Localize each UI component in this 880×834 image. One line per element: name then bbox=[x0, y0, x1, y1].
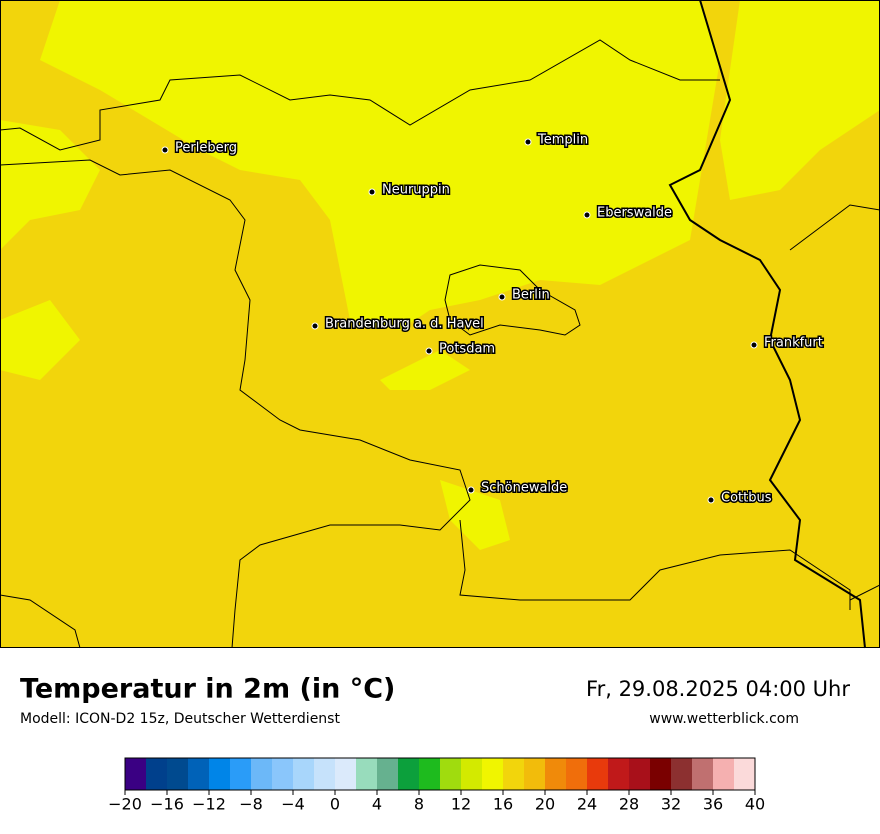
city-label: Perleberg bbox=[175, 141, 237, 156]
tick-label: 28 bbox=[619, 795, 639, 814]
city-dot bbox=[161, 146, 169, 154]
tick-label: 40 bbox=[745, 795, 765, 814]
color-swatch bbox=[335, 758, 357, 790]
color-swatch bbox=[146, 758, 168, 790]
color-swatch bbox=[314, 758, 336, 790]
tick-label: −20 bbox=[108, 795, 142, 814]
tick-label: 24 bbox=[577, 795, 597, 814]
city-label: Templin bbox=[537, 133, 588, 148]
color-swatch bbox=[188, 758, 210, 790]
city-dot bbox=[467, 486, 475, 494]
tick-label: 0 bbox=[330, 795, 340, 814]
color-swatch bbox=[524, 758, 546, 790]
website: www.wetterblick.com bbox=[649, 711, 799, 727]
color-swatch bbox=[293, 758, 315, 790]
tick-label: 8 bbox=[414, 795, 424, 814]
city-dot bbox=[524, 138, 532, 146]
city-dot bbox=[750, 341, 758, 349]
datetime: Fr, 29.08.2025 04:00 Uhr bbox=[586, 677, 850, 701]
national-border bbox=[668, 0, 866, 649]
color-swatch bbox=[440, 758, 462, 790]
tick-label: −8 bbox=[239, 795, 263, 814]
color-swatch bbox=[650, 758, 672, 790]
color-swatch bbox=[545, 758, 567, 790]
colorbar-frame bbox=[124, 757, 756, 791]
colorbar: −20 −16 −12 −8 −4 0 4 8 12 16 20 24 28 32 36 40 bbox=[108, 757, 765, 814]
title: Temperatur in 2m (in °C) bbox=[20, 674, 395, 705]
city-label: Schönewalde bbox=[481, 481, 567, 496]
color-swatch bbox=[587, 758, 609, 790]
tick-label: 16 bbox=[493, 795, 513, 814]
color-swatch bbox=[356, 758, 378, 790]
city-label: Potsdam bbox=[439, 342, 495, 357]
city-dot bbox=[707, 496, 715, 504]
city-dot bbox=[368, 188, 376, 196]
city-label: Brandenburg a. d. Havel bbox=[325, 317, 484, 332]
color-swatch bbox=[461, 758, 483, 790]
tick-label: 32 bbox=[661, 795, 681, 814]
color-swatch bbox=[230, 758, 252, 790]
city-label: Frankfurt bbox=[764, 336, 823, 351]
color-swatch bbox=[251, 758, 273, 790]
city-label: Berlin bbox=[512, 288, 550, 303]
color-swatch bbox=[167, 758, 189, 790]
subtitle: Modell: ICON-D2 15z, Deutscher Wetterdie… bbox=[20, 711, 340, 727]
city-label: Cottbus bbox=[721, 491, 772, 506]
color-swatch bbox=[503, 758, 525, 790]
color-swatch bbox=[125, 758, 147, 790]
color-swatch bbox=[272, 758, 294, 790]
city-label: Neuruppin bbox=[382, 183, 450, 198]
color-swatch bbox=[692, 758, 714, 790]
tick-label: −16 bbox=[150, 795, 184, 814]
color-swatch bbox=[566, 758, 588, 790]
color-swatch bbox=[671, 758, 693, 790]
color-swatch bbox=[398, 758, 420, 790]
city-dot bbox=[311, 322, 319, 330]
color-swatch bbox=[608, 758, 630, 790]
color-swatch bbox=[377, 758, 399, 790]
cities: Perleberg Templin Neuruppin Eberswalde Berli… bbox=[161, 131, 824, 507]
color-swatch bbox=[419, 758, 441, 790]
tick-label: 20 bbox=[535, 795, 555, 814]
tick-label: 4 bbox=[372, 795, 382, 814]
color-swatch bbox=[209, 758, 231, 790]
city-label: Eberswalde bbox=[597, 206, 672, 221]
city-dot bbox=[583, 211, 591, 219]
tick-label: −4 bbox=[281, 795, 305, 814]
tick-label: 36 bbox=[703, 795, 723, 814]
city-dot bbox=[498, 293, 506, 301]
color-swatch bbox=[482, 758, 504, 790]
color-swatch bbox=[734, 758, 756, 790]
color-swatch bbox=[713, 758, 735, 790]
tick-label: −12 bbox=[192, 795, 226, 814]
city-dot bbox=[425, 347, 433, 355]
warm-region bbox=[0, 0, 880, 550]
color-swatch bbox=[629, 758, 651, 790]
tick-label: 12 bbox=[451, 795, 471, 814]
